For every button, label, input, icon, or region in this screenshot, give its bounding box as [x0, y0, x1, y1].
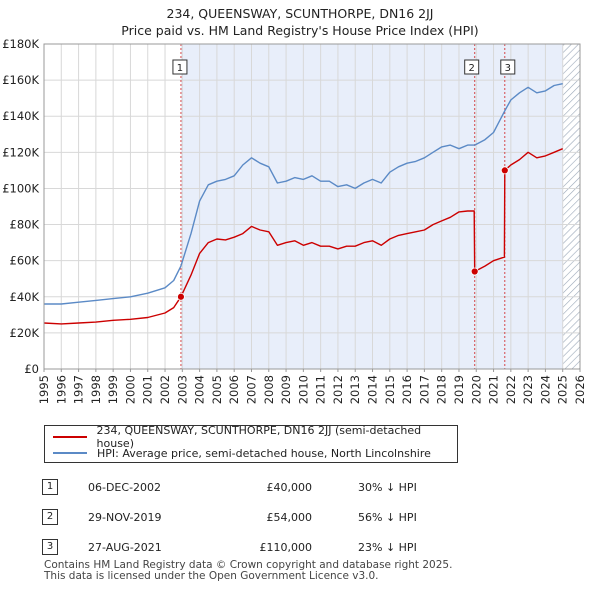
y-tick-label: £180K	[2, 37, 39, 51]
legend-item-price: 234, QUEENSWAY, SCUNTHORPE, DN16 2JJ (se…	[53, 424, 457, 450]
x-tick-label: 1999	[106, 375, 120, 404]
ownership-shading	[180, 44, 563, 369]
sale-date: 27-AUG-2021	[88, 540, 162, 554]
x-tick-label: 2006	[227, 375, 241, 404]
x-tick-label: 2026	[573, 375, 587, 404]
x-tick-label: 2021	[487, 375, 501, 404]
x-tick-label: 2013	[348, 375, 362, 404]
sale-marker-3	[500, 166, 509, 175]
y-tick-label: £20K	[10, 326, 40, 340]
footer-licence: This data is licensed under the Open Gov…	[44, 570, 379, 582]
sale-marker-label: 2	[42, 509, 58, 525]
sale-box-label-1: 1	[177, 63, 183, 74]
chart-title: 234, QUEENSWAY, SCUNTHORPE, DN16 2JJ	[166, 6, 434, 21]
sale-price: £40,000	[266, 480, 313, 494]
sale-hpi: 56% ↓ HPI	[358, 510, 417, 524]
x-tick-label: 2018	[435, 375, 449, 404]
x-tick-label: 2019	[452, 375, 466, 404]
x-tick-label: 2012	[331, 375, 345, 404]
plot-frame	[43, 43, 581, 370]
y-tick-label: £120K	[2, 145, 39, 159]
sales-table: 1 06-DEC-2002 £40,000 30% ↓ HPI 2 29-NOV…	[42, 472, 417, 562]
legend-swatch-hpi	[53, 452, 87, 454]
sale-marker-label: 1	[42, 479, 58, 495]
y-tick-label: £80K	[10, 218, 40, 232]
x-tick-label: 1998	[89, 375, 103, 404]
chart-subtitle: Price paid vs. HM Land Registry's House …	[121, 23, 479, 38]
legend-label-price: 234, QUEENSWAY, SCUNTHORPE, DN16 2JJ (se…	[96, 424, 422, 450]
x-tick-label: 2014	[366, 375, 380, 404]
x-tick-label: 2009	[279, 375, 293, 404]
x-tick-label: 2017	[417, 375, 431, 404]
sale-marker-label: 3	[42, 539, 58, 555]
x-tick-label: 2002	[158, 375, 172, 404]
sale-hpi: 30% ↓ HPI	[358, 480, 417, 494]
sale-marker-1	[177, 292, 185, 301]
y-tick-label: £160K	[2, 73, 39, 87]
sale-price: £54,000	[266, 510, 313, 524]
sale-box-3	[500, 59, 516, 75]
sale-box-2	[464, 59, 480, 75]
hpi-series-line	[44, 83, 563, 305]
x-tick-label: 2016	[400, 375, 414, 404]
x-tick-label: 2000	[123, 375, 137, 404]
y-tick-label: £40K	[10, 290, 40, 304]
x-tick-label: 2015	[383, 375, 397, 404]
x-tick-label: 2022	[504, 375, 518, 404]
table-row: 1 06-DEC-2002 £40,000 30% ↓ HPI	[42, 472, 417, 502]
footer-copyright: Contains HM Land Registry data © Crown c…	[44, 559, 453, 571]
sale-marker-2	[470, 267, 479, 276]
table-row: 3 27-AUG-2021 £110,000 23% ↓ HPI	[42, 532, 417, 562]
legend-item-hpi: HPI: Average price, semi-detached house,…	[53, 446, 431, 460]
sale-date: 29-NOV-2019	[88, 510, 162, 524]
x-tick-label: 2024	[538, 375, 552, 404]
price-chart: 1 2 3 £0 £20K £40K £60K £80K £100K £120K £140K £160…	[2, 37, 587, 404]
x-tick-label: 1996	[54, 375, 68, 404]
legend: 234, QUEENSWAY, SCUNTHORPE, DN16 2JJ (se…	[44, 424, 458, 463]
x-tick-label: 2010	[296, 375, 310, 404]
x-tick-label: 2011	[314, 375, 328, 404]
x-tick-label: 2007	[244, 375, 258, 404]
x-tick-label: 1997	[72, 375, 86, 404]
sale-price: £110,000	[259, 540, 313, 554]
footer: Contains HM Land Registry data © Crown c…	[44, 560, 452, 582]
sale-date: 06-DEC-2002	[88, 480, 162, 494]
legend-swatch-price	[53, 436, 87, 438]
x-tick-label: 2023	[521, 375, 535, 404]
future-hatch	[562, 44, 580, 369]
y-tick-label: £100K	[2, 181, 39, 195]
x-tick-label: 2025	[556, 375, 570, 404]
sale-box-label-3: 3	[505, 63, 511, 74]
x-tick-label: 2003	[175, 375, 189, 404]
x-tick-label: 2005	[210, 375, 224, 404]
x-tick-label: 2001	[141, 375, 155, 404]
legend-label-hpi: HPI: Average price, semi-detached house,…	[97, 446, 431, 460]
sale-box-label-2: 2	[469, 63, 475, 74]
x-tick-label: 2020	[469, 375, 483, 404]
sale-box-1	[172, 59, 188, 75]
x-tick-label: 1995	[37, 375, 51, 404]
sale-hpi: 23% ↓ HPI	[358, 540, 417, 554]
y-tick-label: £60K	[10, 254, 40, 268]
table-row: 2 29-NOV-2019 £54,000 56% ↓ HPI	[42, 502, 417, 532]
y-tick-label: £140K	[2, 109, 39, 123]
x-tick-label: 2004	[193, 375, 207, 404]
y-tick-label: £0	[24, 362, 39, 376]
price-series-line	[43, 148, 563, 325]
x-tick-label: 2008	[262, 375, 276, 404]
